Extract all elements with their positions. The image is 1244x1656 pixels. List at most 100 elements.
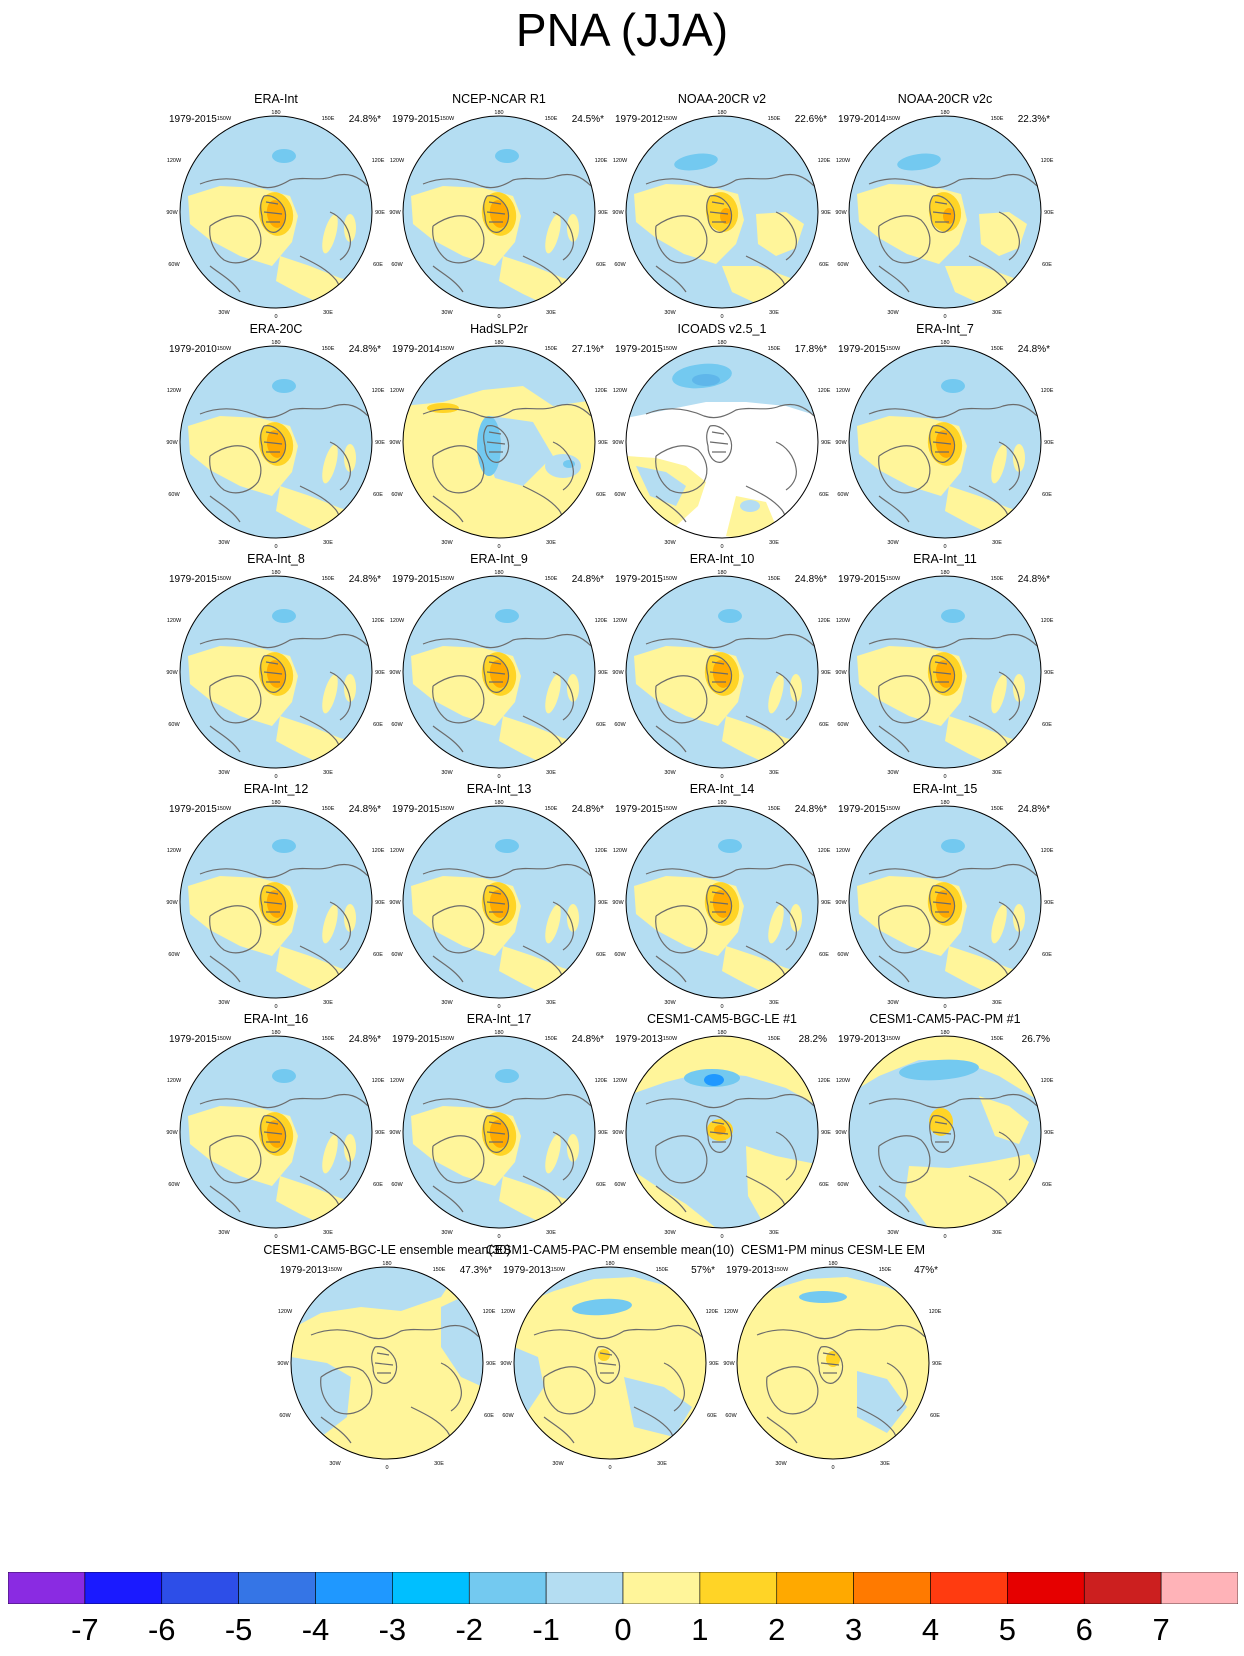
lon-label-west: 90W bbox=[835, 210, 847, 216]
lon-label-east: 90E bbox=[1044, 670, 1054, 676]
map-panel: ERA-Int_13 180 150W 150E 120W 120E 90W 9… bbox=[383, 782, 615, 1008]
lon-label-east: 90E bbox=[709, 1361, 719, 1367]
lon-label-west: 90W bbox=[389, 210, 401, 216]
lon-label-ene: 120E bbox=[372, 388, 385, 394]
lon-label-ssw: 30W bbox=[441, 540, 453, 546]
lon-label-south: 0 bbox=[608, 1465, 611, 1469]
lon-label-west: 90W bbox=[612, 1130, 624, 1136]
lon-label-wsw: 60W bbox=[168, 1182, 180, 1188]
lon-label-east: 90E bbox=[375, 210, 385, 216]
lon-label-east: 90E bbox=[598, 210, 608, 216]
lon-label-wsw: 60W bbox=[391, 1182, 403, 1188]
lon-label-wnw: 120W bbox=[613, 1078, 628, 1084]
lon-label-west: 90W bbox=[500, 1361, 512, 1367]
lon-label-east: 90E bbox=[598, 900, 608, 906]
lon-label-ene: 120E bbox=[818, 848, 831, 854]
coastline-lines bbox=[199, 403, 369, 533]
lon-label-north: 180 bbox=[605, 1261, 614, 1267]
lon-label-west: 90W bbox=[612, 900, 624, 906]
lon-label-nnw: 150W bbox=[328, 1267, 343, 1273]
lon-label-ese: 60E bbox=[819, 722, 829, 728]
map-panel: ERA-Int_17 180 150W 150E 120W 120E 90W 9… bbox=[383, 1012, 615, 1238]
panel-variance: 47.3%* bbox=[459, 1265, 492, 1276]
lon-label-ssw: 30W bbox=[441, 1230, 453, 1236]
map-border bbox=[179, 805, 373, 999]
panel-period: 1979-2015 bbox=[615, 804, 663, 815]
lon-label-wnw: 120W bbox=[501, 1309, 516, 1315]
lon-label-ene: 120E bbox=[929, 1309, 942, 1315]
panel-period: 1979-2015 bbox=[392, 804, 440, 815]
polar-map: 180 150W 150E 120W 120E 90W 90E 60W 60E … bbox=[500, 1261, 719, 1469]
colorbar-swatch bbox=[315, 1572, 393, 1604]
panel-period: 1979-2015 bbox=[615, 344, 663, 355]
lon-label-south: 0 bbox=[720, 774, 723, 778]
panel-variance: 24.8%* bbox=[1017, 574, 1050, 585]
map-panel: HadSLP2r 180 150W 150E 120W 120E 90W 90E… bbox=[383, 322, 615, 548]
lon-label-sse: 30E bbox=[323, 1000, 333, 1006]
lon-label-ese: 60E bbox=[373, 262, 383, 268]
lon-label-north: 180 bbox=[717, 800, 726, 806]
polar-map: 180 150W 150E 120W 120E 90W 90E 60W 60E … bbox=[835, 1030, 1054, 1238]
map-panel: CESM1-CAM5-BGC-LE ensemble mean(30) 180 … bbox=[263, 1243, 510, 1469]
lon-label-south: 0 bbox=[385, 1465, 388, 1469]
lon-label-ene: 120E bbox=[1041, 848, 1054, 854]
lon-label-ene: 120E bbox=[818, 158, 831, 164]
panel-period: 1979-2015 bbox=[169, 114, 217, 125]
lon-label-nnw: 150W bbox=[886, 1036, 901, 1042]
lon-label-ene: 120E bbox=[595, 388, 608, 394]
lon-label-wnw: 120W bbox=[390, 158, 405, 164]
coastline-lines bbox=[868, 863, 1038, 993]
lon-label-east: 90E bbox=[821, 1130, 831, 1136]
panel-title: ERA-Int_17 bbox=[466, 1012, 532, 1026]
lon-label-ene: 120E bbox=[483, 1309, 496, 1315]
panel-period: 1979-2013 bbox=[280, 1265, 328, 1276]
lon-label-sse: 30E bbox=[657, 1461, 667, 1467]
panel-period: 1979-2013 bbox=[726, 1265, 774, 1276]
lon-label-wsw: 60W bbox=[502, 1413, 514, 1419]
lon-label-nne: 150E bbox=[322, 116, 335, 122]
colorbar bbox=[8, 1572, 1238, 1604]
colorbar-tick-label: 6 bbox=[1075, 1612, 1093, 1647]
panel-title: ERA-Int_10 bbox=[689, 552, 755, 566]
colorbar-swatch bbox=[392, 1572, 470, 1604]
panel-title: ERA-Int_11 bbox=[913, 552, 977, 566]
map-panel: ERA-Int_7 180 150W 150E 120W 120E 90W 90… bbox=[829, 322, 1061, 548]
lon-label-ese: 60E bbox=[819, 1182, 829, 1188]
map-border bbox=[625, 805, 819, 999]
lon-label-sse: 30E bbox=[546, 1000, 556, 1006]
colorbar-tick-label: 2 bbox=[768, 1612, 786, 1647]
polar-map: 180 150W 150E 120W 120E 90W 90E 60W 60E … bbox=[723, 1261, 942, 1469]
lon-label-east: 90E bbox=[1044, 440, 1054, 446]
panel-period: 1979-2013 bbox=[615, 1034, 663, 1045]
lon-label-south: 0 bbox=[274, 314, 277, 318]
polar-map: 180 150W 150E 120W 120E 90W 90E 60W 60E … bbox=[166, 110, 385, 318]
lon-label-nne: 150E bbox=[545, 576, 558, 582]
lon-label-ene: 120E bbox=[818, 1078, 831, 1084]
lon-label-north: 180 bbox=[940, 340, 949, 346]
map-panel: ERA-Int 180 150W 150E 120W 120E 90W 90E … bbox=[160, 92, 392, 318]
lon-label-north: 180 bbox=[828, 1261, 837, 1267]
coastline-lines bbox=[868, 1093, 1038, 1223]
lon-label-west: 90W bbox=[166, 210, 178, 216]
lon-label-south: 0 bbox=[720, 544, 723, 548]
colorbar-tick-label: 4 bbox=[921, 1612, 940, 1647]
map-panel: NCEP-NCAR R1 180 150W 150E 120W 120E 90W… bbox=[383, 92, 615, 318]
lon-label-ssw: 30W bbox=[441, 1000, 453, 1006]
panel-title: ERA-Int_9 bbox=[470, 552, 528, 566]
panel-variance: 24.8%* bbox=[348, 1034, 381, 1045]
panel-variance: 24.8%* bbox=[571, 574, 604, 585]
panel-title: ERA-Int_13 bbox=[466, 782, 532, 796]
lon-label-north: 180 bbox=[494, 570, 503, 576]
map-border bbox=[402, 345, 596, 539]
lon-label-nnw: 150W bbox=[886, 116, 901, 122]
coastline-lines bbox=[199, 1093, 369, 1223]
lon-label-sse: 30E bbox=[546, 770, 556, 776]
lon-label-ssw: 30W bbox=[441, 310, 453, 316]
map-border bbox=[402, 805, 596, 999]
lon-label-wsw: 60W bbox=[614, 722, 626, 728]
lon-label-sse: 30E bbox=[992, 1000, 1002, 1006]
panel-title: ERA-20C bbox=[249, 322, 303, 336]
lon-label-north: 180 bbox=[271, 340, 280, 346]
colorbar-tick-label: -3 bbox=[378, 1612, 407, 1647]
map-border bbox=[179, 1035, 373, 1229]
